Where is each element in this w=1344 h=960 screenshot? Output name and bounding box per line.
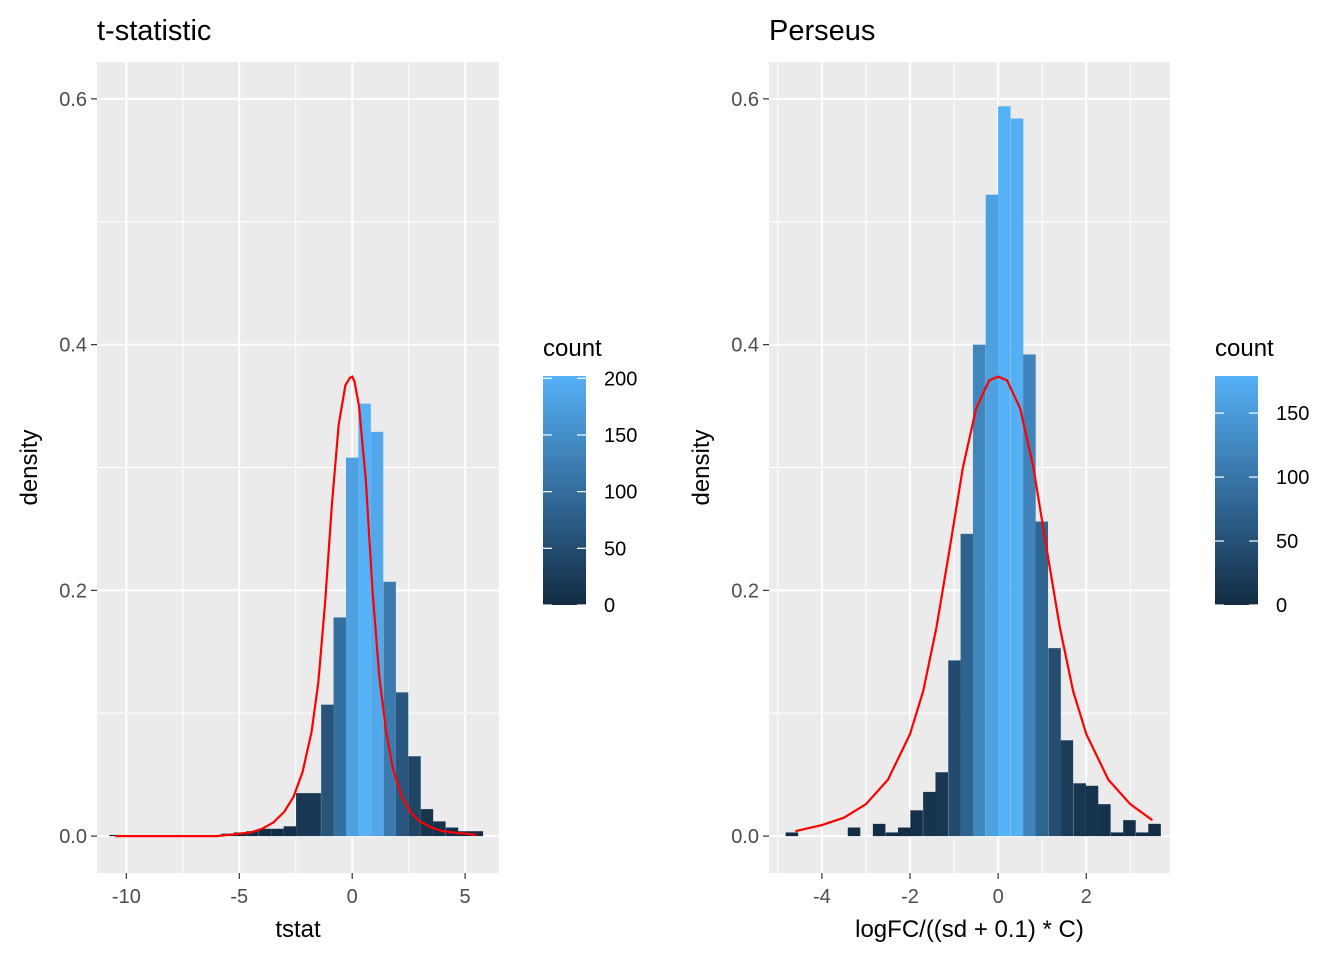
plot-title: t-statistic	[97, 15, 211, 47]
x-tick-label: -5	[230, 886, 248, 908]
histogram-bar	[246, 831, 259, 837]
histogram-bar	[1110, 832, 1124, 837]
histogram-bar	[345, 457, 359, 837]
histogram-bar	[948, 660, 961, 837]
histogram-bar	[470, 831, 484, 837]
histogram-bar	[785, 832, 799, 837]
y-tick-label: 0.4	[59, 335, 87, 357]
legend-tick-label: 100	[604, 482, 637, 504]
y-tick-label: 0.6	[59, 89, 87, 111]
x-tick-label: -10	[112, 886, 141, 908]
histogram-bar	[847, 827, 861, 837]
panel-1: 0.0 0.2 0.4 0.6 -4 -2 0 2 Perseus logFC/((sd + 0.…	[688, 15, 1309, 943]
histogram-bar	[923, 791, 936, 837]
colorbar	[543, 376, 586, 605]
histogram-bar	[872, 823, 886, 837]
y-tick-label: 0.6	[731, 89, 759, 111]
y-tick-label: 0.4	[731, 335, 759, 357]
histogram-bar	[885, 832, 899, 837]
x-tick-label: 2	[1081, 886, 1092, 908]
x-tick-label: -4	[813, 886, 831, 908]
histogram-bar	[1010, 118, 1024, 837]
x-tick-label: 0	[993, 886, 1004, 908]
legend-tick-label: 200	[604, 368, 637, 390]
histogram-bar	[321, 704, 334, 837]
histogram-bar	[1085, 785, 1099, 837]
plot-title: Perseus	[769, 15, 875, 47]
legend-tick-label: 50	[1276, 531, 1298, 553]
histogram-bar	[296, 793, 309, 837]
histogram-bar	[985, 194, 999, 837]
histogram-bar	[395, 692, 409, 837]
histogram-bar	[960, 533, 974, 837]
histogram-bar	[1135, 832, 1149, 837]
histogram-bar	[1098, 804, 1111, 837]
histogram-bar	[258, 828, 272, 837]
histogram-bar	[420, 809, 434, 837]
density-curve	[115, 375, 477, 838]
panel-0: 0.0 0.2 0.4 0.6 -10 -5 0 5 t-statistic tstat densi…	[16, 15, 637, 943]
histogram-bar	[972, 344, 986, 837]
y-tick-label: 0.0	[731, 826, 759, 848]
x-tick-label: 0	[347, 886, 358, 908]
histogram-bar	[308, 793, 321, 837]
legend-title: count	[1215, 335, 1274, 362]
x-axis-title: tstat	[275, 916, 321, 943]
histogram-bar	[1023, 354, 1036, 837]
y-axis-title: density	[688, 429, 715, 505]
histogram-bar	[910, 810, 923, 837]
histogram-bar	[383, 581, 396, 837]
histogram-bar	[433, 821, 446, 837]
legend: count 0 50 100 150	[1215, 335, 1309, 617]
histogram-bar	[1073, 783, 1086, 837]
legend-title: count	[543, 335, 602, 362]
histogram-bar	[998, 106, 1011, 837]
histogram-bar	[283, 826, 297, 837]
x-tick-label: 5	[460, 886, 471, 908]
colorbar	[1215, 376, 1258, 605]
histogram-bar	[1123, 820, 1136, 837]
legend-tick-label: 50	[604, 538, 626, 560]
x-tick-label: -2	[901, 886, 919, 908]
histogram-bar	[271, 828, 284, 837]
y-tick-label: 0.2	[731, 580, 759, 602]
y-axis-title: density	[16, 429, 43, 505]
histogram-bar	[1148, 823, 1161, 837]
legend: count 0 50 100 150 200	[543, 335, 637, 617]
legend-tick-label: 100	[1276, 467, 1309, 489]
legend-tick-label: 150	[1276, 403, 1309, 425]
histogram-bar	[1035, 521, 1049, 837]
histogram-bar	[898, 827, 911, 837]
histogram-bar	[1048, 648, 1061, 837]
histogram-bar	[935, 772, 948, 837]
histogram-bar	[408, 756, 421, 837]
y-tick-label: 0.0	[59, 826, 87, 848]
x-axis-title: logFC/((sd + 0.1) * C)	[855, 916, 1084, 943]
histogram-bar	[1060, 740, 1074, 837]
legend-tick-label: 150	[604, 425, 637, 447]
legend-tick-label: 0	[1276, 595, 1287, 617]
legend-tick-label: 0	[604, 595, 615, 617]
density-curve	[795, 375, 1154, 833]
histogram-bar	[333, 617, 346, 837]
y-tick-label: 0.2	[59, 580, 87, 602]
